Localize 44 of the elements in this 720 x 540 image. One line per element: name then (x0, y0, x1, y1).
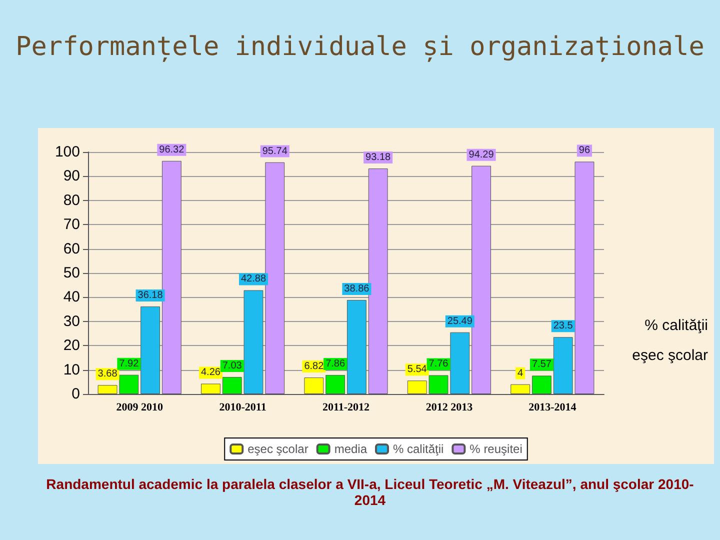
chart-title: Performanțele individuale și organizaționale (14, 31, 706, 64)
y-tick-label: 80 (63, 192, 80, 209)
y-tick-label: 30 (63, 312, 80, 330)
data-label: 6.82 (304, 360, 324, 372)
y-tick-label: 70 (63, 216, 80, 234)
data-label: 5.54 (407, 364, 428, 376)
y-tick-label: 20 (63, 337, 80, 354)
legend-label: media (334, 442, 368, 456)
y-tick-label: 100 (54, 144, 80, 160)
data-label: 7.57 (532, 359, 552, 370)
x-tick-label: 2009 2010 (116, 402, 164, 414)
data-label: 25.49 (447, 316, 473, 327)
x-tick-label: 2012 2013 (426, 402, 474, 414)
data-label: 4 (518, 368, 524, 379)
text: % calităţii (644, 317, 708, 334)
text: eşec şcolar (632, 347, 708, 364)
data-label: 3.68 (98, 368, 118, 380)
x-tick-label: 2013-2014 (528, 402, 577, 414)
data-label: 4.26 (200, 367, 221, 378)
x-tick-label: 2010-2011 (219, 402, 266, 414)
y-tick-label: 50 (63, 264, 80, 282)
data-label: 96.32 (159, 144, 185, 156)
data-label: 23.5 (553, 320, 574, 332)
data-label: 96 (578, 145, 590, 156)
data-label: 7.03 (222, 360, 242, 372)
data-label: 7.76 (428, 358, 449, 370)
data-label: 7.86 (326, 358, 346, 370)
data-label: 93.18 (366, 152, 392, 164)
legend-label: eşec şcolar (248, 442, 308, 456)
data-label: 42.88 (240, 274, 266, 285)
y-tick-label: 10 (63, 361, 80, 378)
data-label: 7.92 (119, 358, 140, 370)
y-tick-label: 40 (63, 288, 80, 306)
text: Randamentul academic la paralela claselor a VII-a, Liceul Teoretic „M. Viteazul”, anul şcolar 2010-2014 (45, 476, 695, 508)
legend-label: % calităţii (393, 442, 444, 456)
data-label: 95.74 (262, 146, 288, 157)
y-tick-label: 60 (63, 240, 80, 258)
y-tick-label: 90 (63, 168, 80, 185)
legend-label: % reuşitei (470, 442, 522, 456)
y-tick-label: 0 (72, 386, 80, 402)
data-label: 38.86 (344, 283, 370, 294)
data-label: 94.29 (468, 149, 494, 160)
data-label: 36.18 (138, 290, 164, 301)
x-tick-label: 2011-2012 (322, 402, 370, 414)
